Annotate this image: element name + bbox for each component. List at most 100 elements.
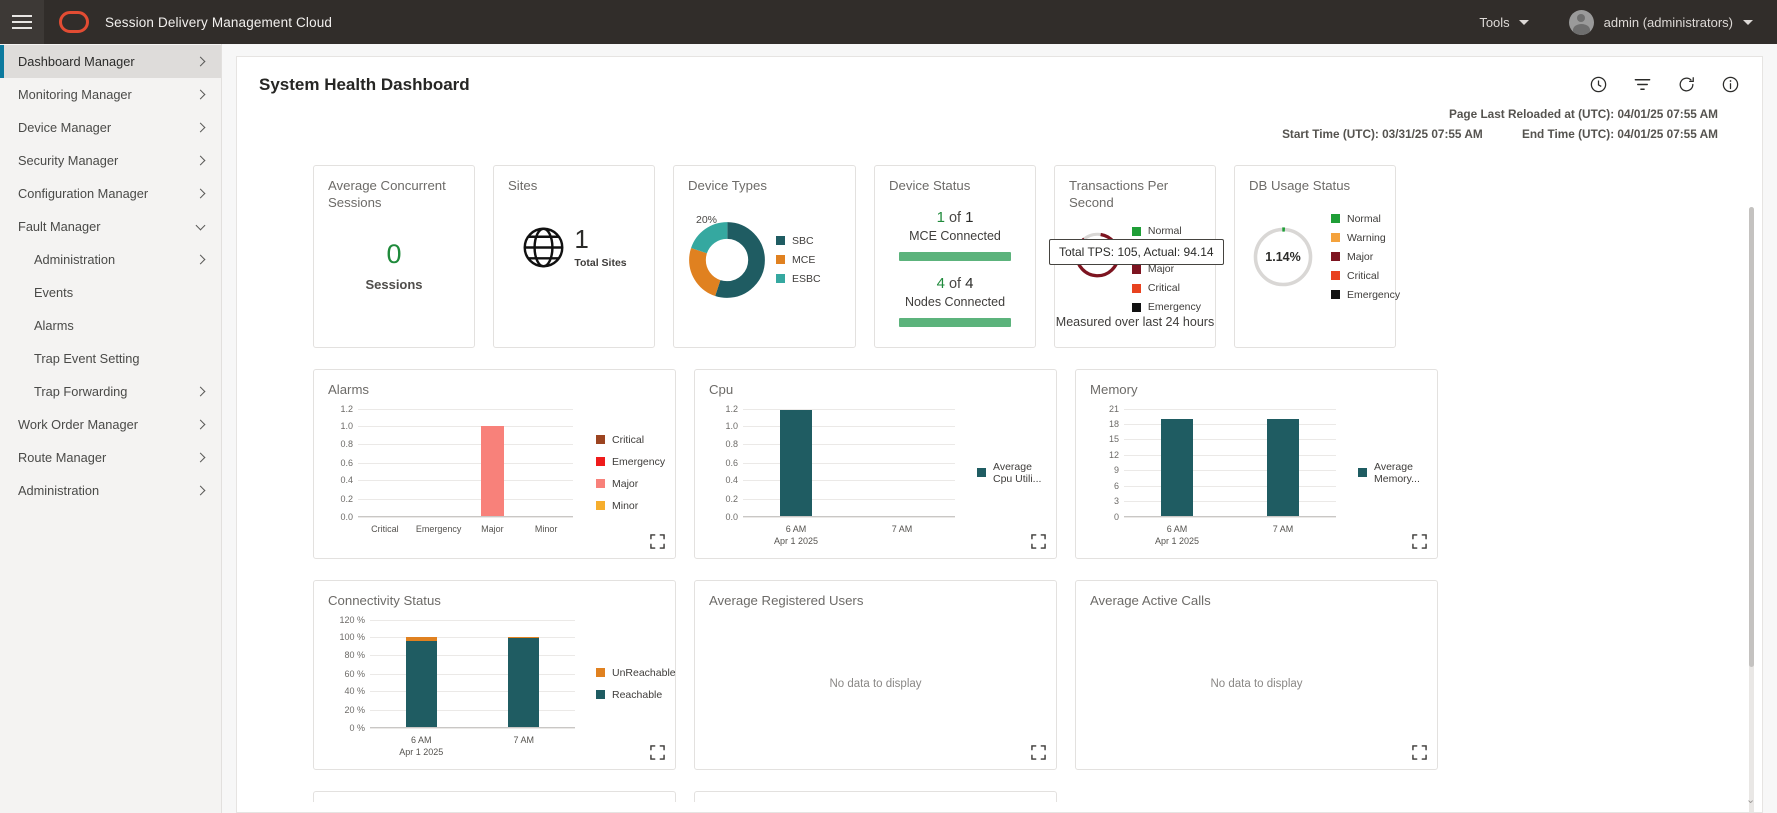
legend-label: Emergency [612,455,666,468]
sidebar-item-trap-forwarding[interactable]: Trap Forwarding [0,375,221,408]
bar-7-am[interactable] [1267,419,1299,516]
device-status-caption: MCE Connected [909,228,1001,243]
filter-icon[interactable] [1633,75,1652,94]
info-icon[interactable] [1721,75,1740,94]
expand-icon[interactable] [650,745,665,760]
expand-icon[interactable] [1412,534,1427,549]
legend-item[interactable]: ESBC [776,273,821,285]
sites-caption: Total Sites [574,256,627,269]
expand-icon[interactable] [650,534,665,549]
sidebar-item-administration[interactable]: Administration [0,474,221,507]
legend-item[interactable]: Major [596,478,665,490]
legend-item[interactable]: Emergency [1331,289,1400,301]
user-menu-button[interactable]: admin (administrators) [1547,9,1753,35]
sidebar-item-label: Administration [34,252,116,267]
sidebar-item-administration[interactable]: Administration [0,243,221,276]
chevron-right-icon [195,188,206,199]
history-clock-icon[interactable] [1589,75,1608,94]
chevron-down-icon [195,220,206,230]
expand-icon[interactable] [1031,745,1046,760]
gridline [370,619,575,621]
scrollbar-thumb[interactable] [1749,207,1754,667]
legend-item[interactable]: Average Memory... [1358,461,1423,485]
sidebar-item-security-manager[interactable]: Security Manager [0,144,221,177]
legend-label: Major [1147,263,1175,275]
y-axis-tick-label: 100 % [339,632,365,643]
legend-item[interactable]: Normal [1131,225,1201,237]
legend-item[interactable]: Major [1331,251,1400,263]
sidebar-item-work-order-manager[interactable]: Work Order Manager [0,408,221,441]
sidebar-item-configuration-manager[interactable]: Configuration Manager [0,177,221,210]
card-connectivity-status-chart[interactable]: Connectivity Status 0 % 20 % 40 % 60 % 80 % 1… [313,580,676,770]
legend-item[interactable]: Average Cpu Utili... [977,461,1042,485]
device-status-block: 1 of 1 MCE Connected [889,209,1021,261]
device-status-progress-bar [899,251,1011,261]
legend-swatch [1331,252,1340,261]
chevron-right-icon [195,122,206,133]
main-content: System Health Dashboard Page Last Reload… [222,44,1777,813]
legend-item[interactable]: Emergency [596,456,665,468]
bar-reachable[interactable] [508,638,540,727]
gridline [743,480,955,482]
card-sites[interactable]: Sites 1 Total Sites [493,165,655,348]
card-title: Device Types [688,178,767,193]
card-memory-chart[interactable]: Memory 0 3 6 9 12 15 18 21 6 AM Apr 1 2025 7 AM Av… [1075,369,1438,559]
scroll-down-arrow-icon[interactable]: ⌄ [1746,794,1756,806]
legend-item[interactable]: Emergency [1131,301,1201,313]
card-db-usage-status[interactable]: DB Usage Status 1.14% Normal Warning Major… [1234,165,1400,348]
sidebar-item-route-manager[interactable]: Route Manager [0,441,221,474]
bar-reachable[interactable] [405,641,437,727]
bar-unreachable[interactable] [508,636,540,639]
card-device-status[interactable]: Device Status 1 of 1 MCE Connected 4 of 4 N… [874,165,1036,348]
legend-swatch [596,501,605,510]
vertical-scrollbar[interactable] [1749,207,1754,812]
panel-header-icons [1589,75,1740,94]
bar-major[interactable] [480,425,505,516]
card-health[interactable]: Health [694,791,1057,802]
expand-icon[interactable] [1412,745,1427,760]
legend-swatch [596,668,605,677]
card-average-registered-users[interactable]: Average Registered Users No data to disp… [694,580,1057,770]
sidebar-item-label: Events [34,285,74,300]
legend-item[interactable]: Critical [1131,282,1201,294]
card-concurrent-sessions[interactable]: Concurrent Sessions [313,791,676,802]
tools-menu-button[interactable]: Tools [1461,15,1546,30]
chevron-right-icon [195,386,206,397]
sidebar-item-events[interactable]: Events [0,276,221,309]
page-title: System Health Dashboard [259,75,470,94]
gridline [358,498,573,500]
card-average-concurrent-sessions[interactable]: Average Concurrent Sessions 0 Sessions [313,165,475,348]
expand-icon[interactable] [1031,534,1046,549]
card-average-active-calls[interactable]: Average Active Calls No data to display [1075,580,1438,770]
card-device-types[interactable]: Device Types 20% SBC MCE ESBC [673,165,856,348]
sidebar-item-device-manager[interactable]: Device Manager [0,111,221,144]
gridline [1124,408,1336,410]
legend-item[interactable]: UnReachable [596,667,676,679]
legend-item[interactable]: Warning [1331,232,1400,244]
refresh-icon[interactable] [1677,75,1696,94]
bar-unreachable[interactable] [405,636,437,642]
legend-item[interactable]: Normal [1331,213,1400,225]
sidebar-item-monitoring-manager[interactable]: Monitoring Manager [0,78,221,111]
sidebar-item-alarms[interactable]: Alarms [0,309,221,342]
hamburger-menu-icon[interactable] [0,0,44,44]
legend-item[interactable]: Critical [596,434,665,446]
legend-item[interactable]: MCE [776,254,821,266]
sidebar-item-trap-event-setting[interactable]: Trap Event Setting [0,342,221,375]
bar-6-am[interactable] [1161,419,1193,516]
legend-item[interactable]: Major [1131,263,1201,275]
connectivity-legend: UnReachable Reachable [596,667,676,701]
sidebar-item-fault-manager[interactable]: Fault Manager [0,210,221,243]
x-axis-tick-label: Major [481,523,504,534]
gridline [370,637,575,639]
card-alarms-chart[interactable]: Alarms 0.0 0.2 0.4 0.6 0.8 1.0 1.2 Critical Emer… [313,369,676,559]
card-cpu-chart[interactable]: Cpu 0.0 0.2 0.4 0.6 0.8 1.0 1.2 6 AM Apr 1 2025 7… [694,369,1057,559]
card-row-3: Connectivity Status 0 % 20 % 40 % 60 % 80 % 1… [313,580,1732,770]
legend-item[interactable]: SBC [776,235,821,247]
legend-item[interactable]: Critical [1331,270,1400,282]
card-transactions-per-second[interactable]: Transactions Per Second NormalWarningMaj… [1049,165,1224,348]
legend-item[interactable]: Reachable [596,689,676,701]
sidebar-item-dashboard-manager[interactable]: Dashboard Manager [0,45,221,78]
legend-item[interactable]: Minor [596,500,665,512]
bar-6-am[interactable] [780,410,812,516]
